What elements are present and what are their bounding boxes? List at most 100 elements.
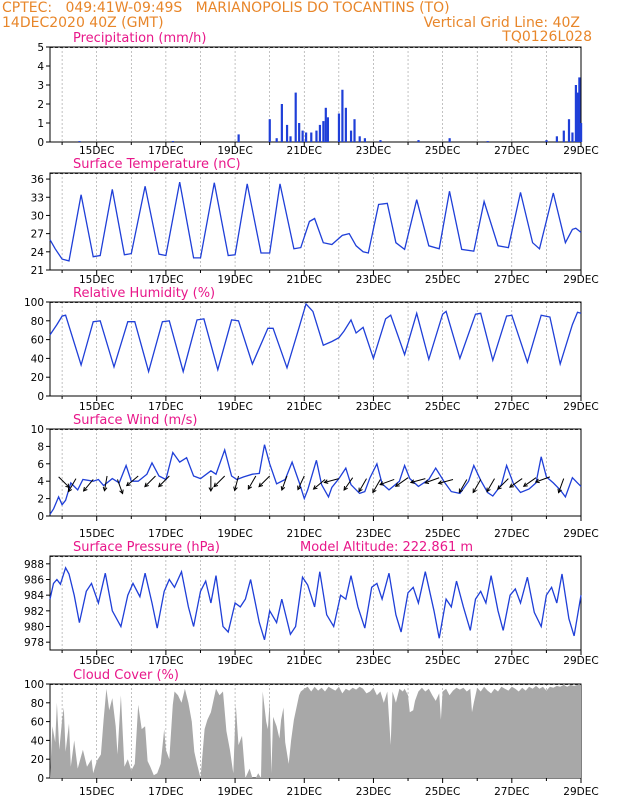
x-tick-label: 15DEC	[79, 528, 114, 540]
wind-arrow-head	[297, 485, 302, 491]
panel-title: Surface Wind (m/s)	[73, 413, 197, 428]
panel-frame	[49, 555, 582, 651]
x-tick-label: 21DEC	[287, 145, 322, 157]
precip-bar	[486, 141, 489, 142]
precip-bar	[315, 130, 318, 142]
y-tick-label: 2	[37, 494, 44, 506]
y-tick-label: 3	[37, 80, 44, 92]
y-tick-label: 80	[31, 698, 44, 710]
wind-arrow	[158, 475, 170, 487]
x-tick-label: 23DEC	[356, 528, 391, 540]
wind-arrow	[438, 478, 454, 484]
x-tick-label: 15DEC	[79, 655, 114, 667]
series-line	[49, 444, 582, 515]
y-tick-label: 33	[31, 192, 44, 204]
x-tick-label: 27DEC	[494, 786, 529, 798]
x-tick-label: 23DEC	[356, 274, 391, 286]
precip-bar	[567, 119, 571, 142]
wind-arrow	[395, 477, 409, 487]
x-tick-label: 25DEC	[425, 274, 460, 286]
y-tick-label: 4	[37, 476, 44, 488]
wind-arrow-head	[394, 482, 400, 487]
wind-arrow	[116, 479, 124, 494]
x-tick-label: 17DEC	[148, 655, 183, 667]
y-tick-label: 20	[31, 372, 44, 384]
precip-bar	[298, 123, 301, 142]
y-tick-label: 60	[31, 717, 44, 729]
header-model-id: TQ0126L028	[502, 29, 592, 45]
x-tick-label: 27DEC	[494, 528, 529, 540]
y-tick-label: 100	[24, 679, 44, 691]
x-tick-label: 19DEC	[217, 145, 252, 157]
wind-arrow	[509, 478, 523, 488]
x-tick-label: 21DEC	[287, 401, 322, 413]
precip-bar	[318, 124, 322, 142]
wind-arrow-head	[258, 482, 264, 488]
y-tick-label: 1	[37, 118, 44, 130]
precip-bar	[289, 136, 292, 142]
wind-arrow	[379, 478, 395, 486]
wind-arrow	[103, 475, 108, 491]
wind-arrow-head	[247, 484, 253, 490]
precip-bar	[237, 134, 240, 142]
wind-arrow	[343, 477, 354, 491]
precip-bar	[545, 140, 548, 142]
precip-bar	[285, 124, 289, 142]
x-tick-label: 29DEC	[563, 274, 598, 286]
precip-bar	[555, 136, 558, 142]
wind-arrow-head	[82, 486, 88, 492]
y-tick-label: 980	[24, 622, 44, 634]
y-tick-label: 2	[37, 99, 44, 111]
y-tick-label: 30	[31, 210, 44, 222]
wind-arrow	[535, 476, 551, 483]
wind-arrow-head	[343, 485, 348, 491]
wind-arrow-head	[102, 486, 108, 492]
x-tick-label: 21DEC	[287, 786, 322, 798]
cloud-cover-area	[50, 684, 581, 778]
x-tick-label: 21DEC	[287, 655, 322, 667]
x-tick-label: 19DEC	[217, 786, 252, 798]
x-tick-label: 19DEC	[217, 274, 252, 286]
x-tick-label: 17DEC	[148, 528, 183, 540]
x-tick-label: 17DEC	[148, 274, 183, 286]
wind-arrow	[234, 475, 240, 491]
y-tick-label: 100	[24, 297, 44, 309]
wind-arrow-head	[125, 481, 131, 487]
wind-arrow-head	[144, 482, 149, 488]
header-run-time: 14DEC2020 40Z (GMT)	[2, 15, 164, 31]
precip-bar	[349, 130, 353, 142]
wind-arrow	[372, 479, 381, 493]
precip-bar	[580, 123, 583, 142]
wind-arrow	[472, 479, 482, 493]
precip-bar	[275, 138, 278, 142]
precip-bar	[322, 121, 325, 142]
y-tick-label: 36	[31, 174, 45, 186]
wind-arrow	[313, 479, 326, 490]
series-line	[49, 302, 582, 375]
wind-arrow-head	[409, 479, 415, 484]
x-tick-label: 25DEC	[425, 401, 460, 413]
precip-bar	[324, 107, 327, 142]
precip-bar	[341, 89, 344, 142]
precip-bar	[310, 132, 313, 142]
precip-bar	[301, 130, 304, 142]
wind-arrow-head	[437, 480, 443, 485]
wind-arrow	[281, 475, 288, 491]
x-tick-label: 25DEC	[425, 145, 460, 157]
wind-arrow	[358, 478, 367, 492]
y-tick-label: 978	[24, 637, 44, 649]
wind-arrow	[297, 475, 305, 490]
wind-arrow	[68, 478, 77, 492]
x-tick-label: 15DEC	[79, 274, 114, 286]
wind-arrow	[324, 478, 339, 483]
panel-subtitle: Model Altitude: 222.861 m	[300, 540, 473, 555]
wind-arrow-head	[472, 488, 477, 494]
wind-arrow	[410, 478, 426, 483]
wind-arrow-head	[213, 482, 219, 488]
y-tick-label: 0	[37, 511, 44, 523]
wind-arrow-head	[509, 483, 514, 488]
wind-arrow-head	[372, 488, 377, 494]
wind-arrow-head	[486, 487, 491, 493]
x-tick-label: 29DEC	[563, 145, 598, 157]
panel-frame	[49, 172, 582, 271]
